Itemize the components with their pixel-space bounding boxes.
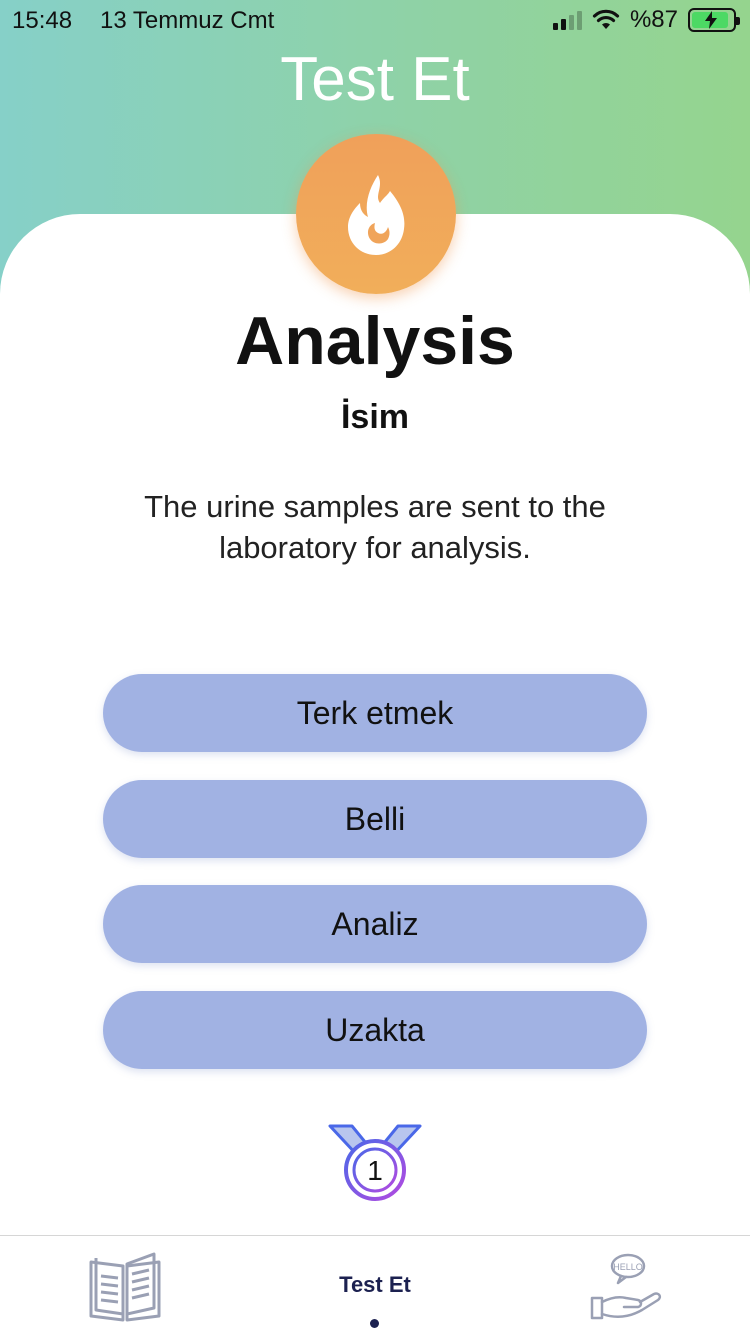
status-date: 13 Temmuz Cmt [100,7,275,34]
answer-option-2[interactable]: Belli [103,780,647,858]
battery-percentage: %87 [629,6,678,33]
wifi-icon [592,9,620,29]
page-title: Test Et [280,45,470,114]
example-sentence: The urine samples are sent to the labora… [144,489,606,565]
medal-icon: 1 [328,1124,422,1201]
book-icon[interactable] [88,1250,162,1322]
medal-count: 1 [367,1155,383,1186]
part-of-speech: İsim [340,398,410,436]
status-bar: 15:48 13 Temmuz Cmt %87 [0,0,750,40]
active-tab-indicator [370,1319,379,1328]
answer-option-1[interactable]: Terk etmek [103,674,647,752]
answer-option-4[interactable]: Uzakta [103,991,647,1069]
charging-bolt-icon [705,11,717,29]
status-time: 15:48 [12,7,73,34]
hello-hand-icon[interactable]: HELLO [588,1252,664,1324]
question-word: Analysis [235,303,515,379]
cellular-signal-icon [552,10,582,30]
word-badge [296,134,456,294]
fire-icon [348,175,405,255]
tab-test-et[interactable]: Test Et [339,1272,411,1297]
svg-text:HELLO: HELLO [613,1262,643,1272]
status-indicators: %87 [552,6,740,34]
tab-bar: Test Et HELLO [0,1235,750,1334]
answer-option-3[interactable]: Analiz [103,885,647,963]
battery-icon [688,8,740,32]
